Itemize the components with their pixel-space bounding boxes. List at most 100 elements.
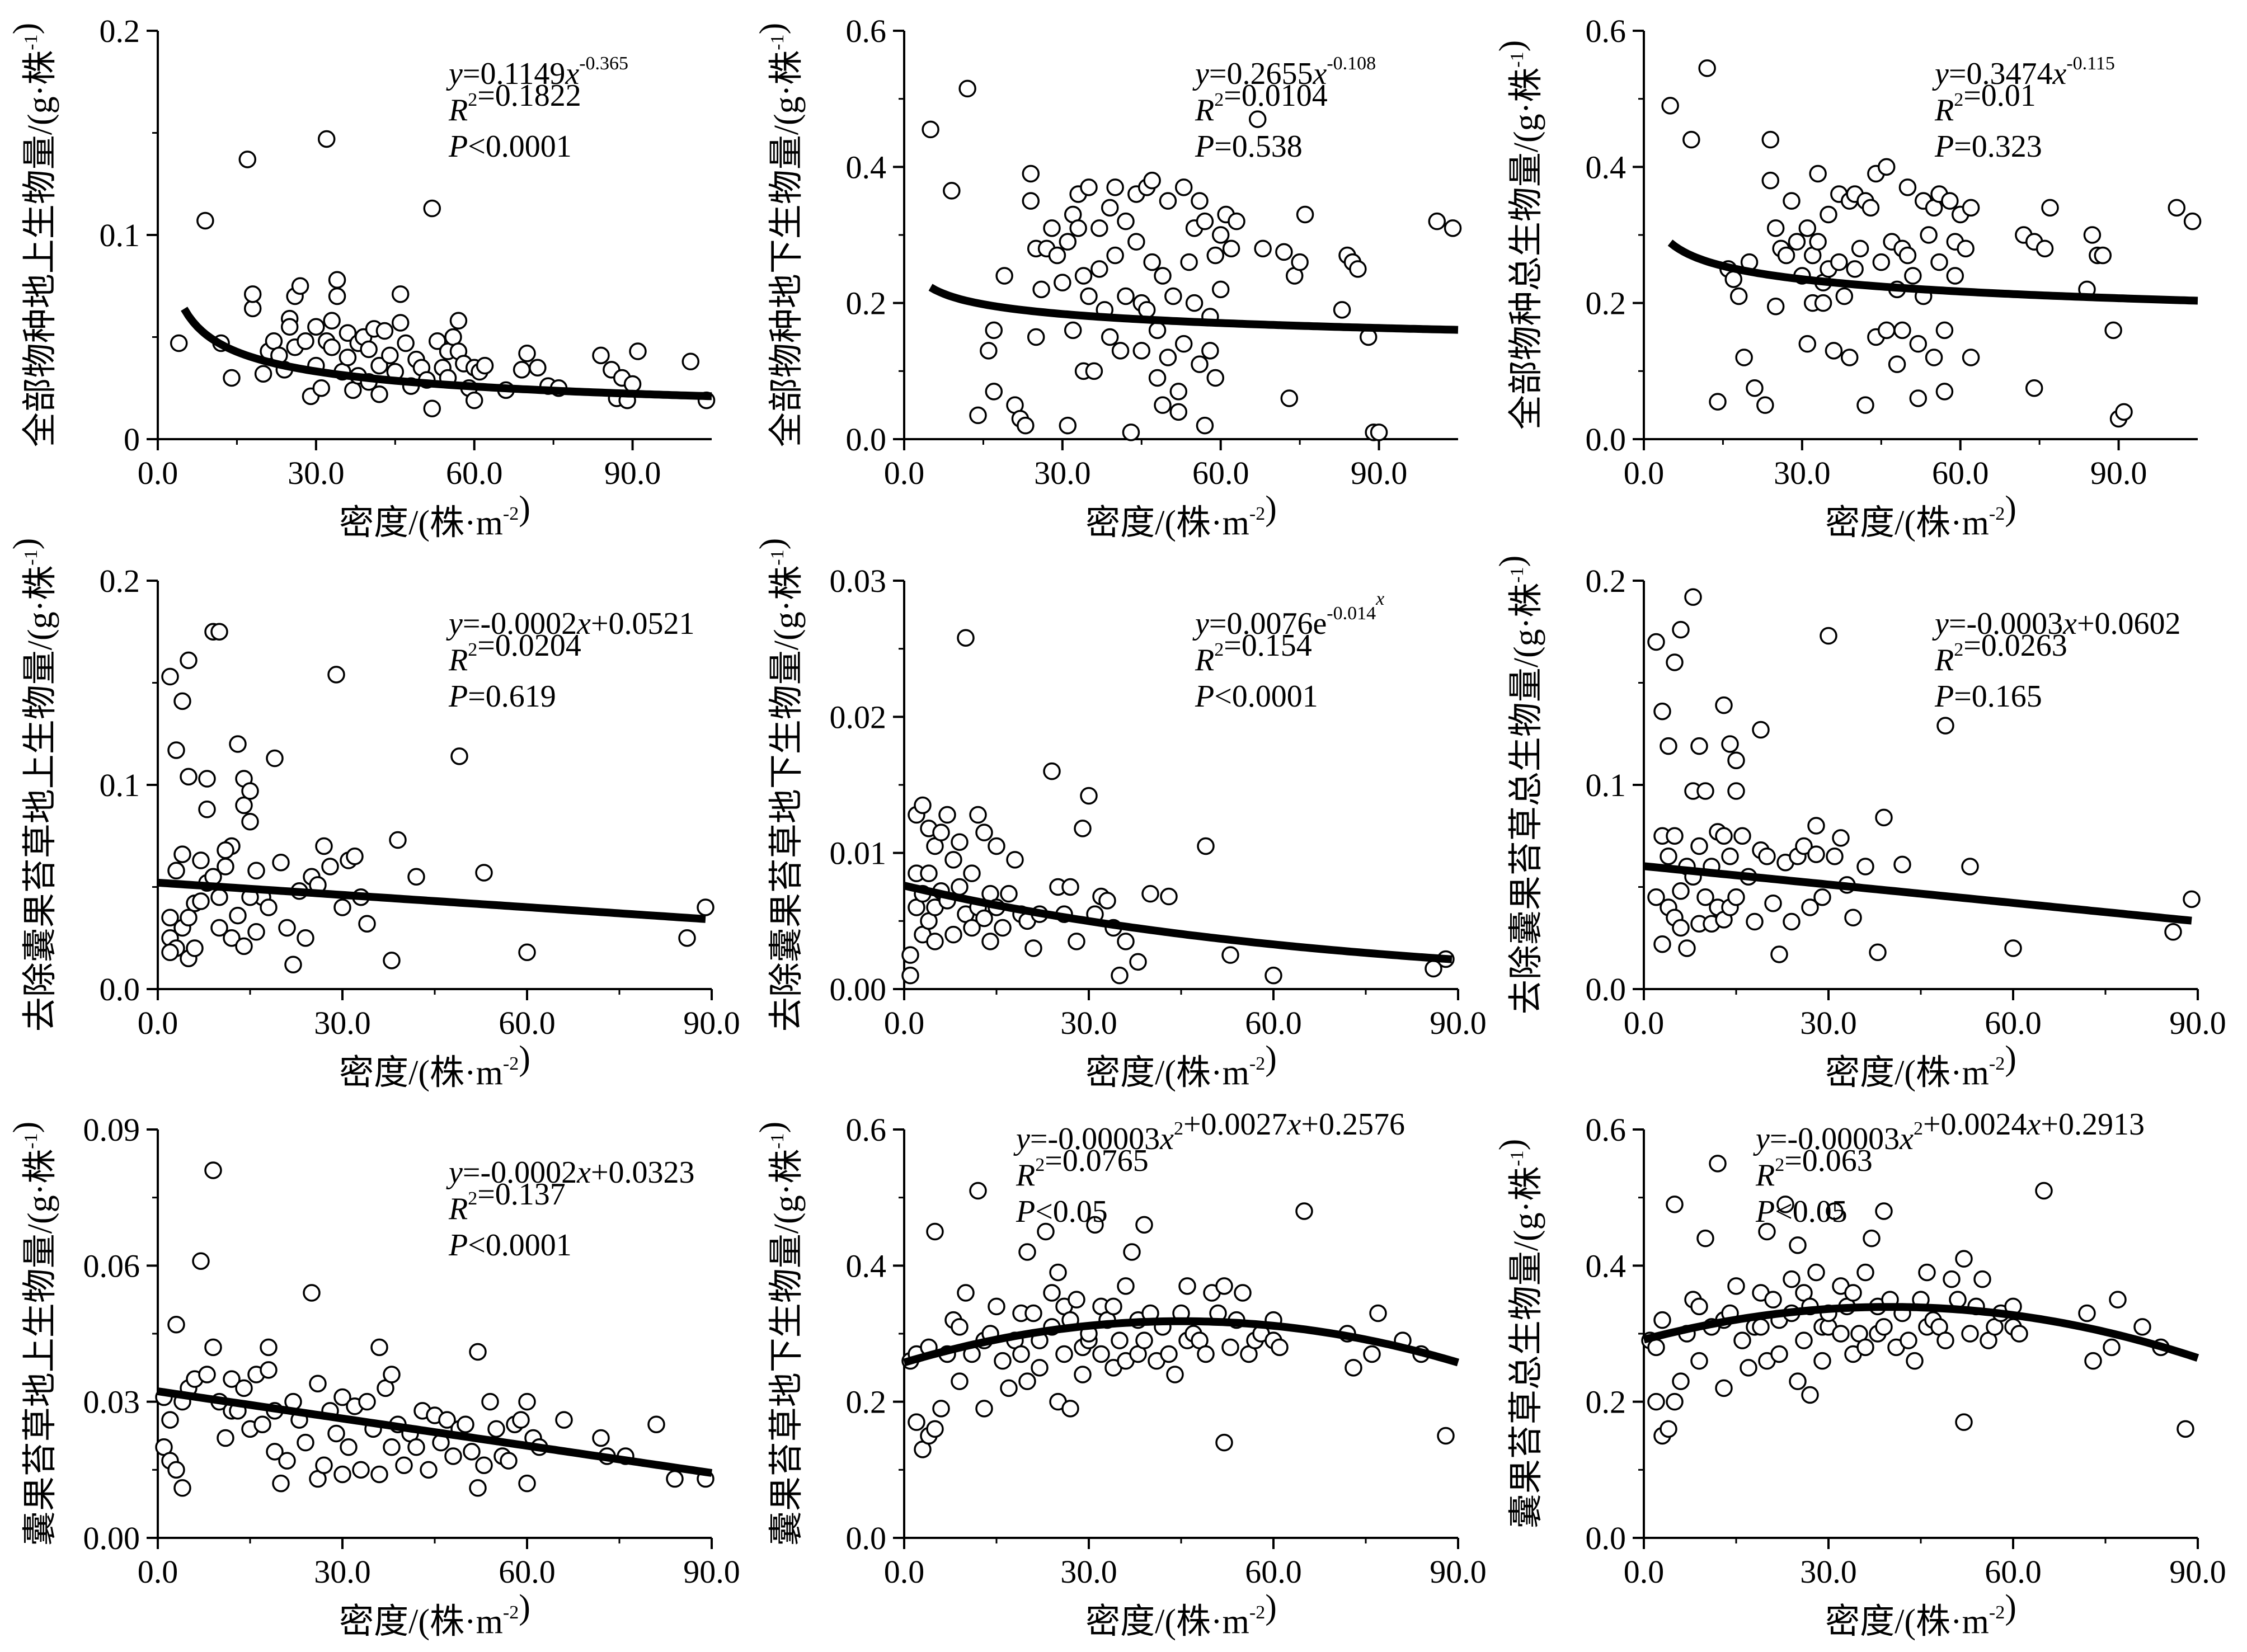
data-point	[623, 375, 642, 393]
data-point	[681, 352, 700, 371]
data-point	[963, 864, 981, 882]
x-tick-label: 0.0	[884, 1005, 925, 1041]
data-point	[901, 966, 919, 985]
data-point	[196, 211, 214, 230]
data-point	[1758, 1222, 1776, 1241]
data-point	[1893, 855, 1911, 874]
data-point	[1840, 349, 1859, 366]
data-point	[1228, 212, 1245, 230]
y-tick-label: 0.00	[830, 971, 887, 1008]
data-point	[1132, 342, 1151, 360]
data-point	[309, 1375, 327, 1392]
data-point	[180, 651, 198, 670]
x-tick-label: 90.0	[683, 1554, 740, 1590]
data-point	[167, 741, 185, 759]
data-point	[994, 919, 1012, 937]
y-tick-label: 0.00	[83, 1520, 140, 1556]
data-point	[1027, 328, 1045, 346]
data-point	[389, 831, 407, 849]
equation-line: y=0.1149x-0.365	[446, 53, 628, 91]
data-point	[475, 864, 493, 882]
data-point	[2084, 1352, 2102, 1370]
data-point	[1085, 362, 1103, 380]
data-point	[1740, 1359, 1757, 1377]
data-point	[1135, 1216, 1153, 1234]
data-point	[1653, 1311, 1671, 1329]
data-point	[1766, 219, 1785, 237]
data-point	[1851, 239, 1869, 258]
data-point	[352, 1461, 370, 1479]
equation-line: P<0.05	[1016, 1194, 1108, 1229]
data-point	[1111, 1331, 1129, 1349]
data-point	[1764, 894, 1782, 912]
data-point	[333, 1465, 351, 1484]
data-point	[1813, 1352, 1831, 1370]
data-point	[198, 770, 216, 788]
data-point	[1444, 219, 1462, 237]
data-point	[1918, 1263, 1936, 1282]
data-point	[370, 356, 388, 375]
data-point	[360, 340, 378, 359]
data-point	[963, 919, 981, 937]
y-tick-label: 0.0	[846, 421, 887, 458]
data-point	[926, 1420, 944, 1438]
data-point	[1080, 178, 1098, 196]
y-axis-title: 囊果苔草总生物量/(g·株-1)	[1493, 1139, 1545, 1529]
data-point	[1215, 1433, 1233, 1452]
data-point	[944, 925, 962, 944]
data-point	[1185, 294, 1204, 312]
data-point	[1943, 1270, 1961, 1288]
data-point	[1789, 1236, 1807, 1254]
data-point	[1920, 226, 1938, 244]
data-point	[1211, 226, 1230, 244]
y-tick-label: 0.2	[846, 285, 887, 322]
y-tick-label: 0.1	[100, 217, 140, 253]
x-tick-label: 90.0	[1430, 1554, 1487, 1590]
data-point	[1111, 342, 1130, 360]
data-point	[920, 864, 938, 882]
data-point	[328, 271, 346, 289]
fit-curve	[157, 1387, 713, 1477]
data-point	[1653, 702, 1671, 721]
x-tick-label: 0.0	[138, 1005, 178, 1041]
data-point	[235, 1379, 253, 1397]
data-point	[297, 332, 314, 350]
data-point	[969, 806, 987, 824]
data-point	[2109, 1291, 2127, 1309]
x-tick-label: 0.0	[1624, 1554, 1665, 1590]
data-point	[253, 1415, 271, 1433]
data-point	[1936, 717, 1954, 735]
x-tick-label: 60.0	[499, 1005, 556, 1041]
data-point	[370, 1465, 388, 1484]
x-tick-label: 0.0	[884, 1554, 925, 1590]
data-point	[1660, 1420, 1677, 1438]
x-tick-label: 0.0	[1624, 1005, 1665, 1041]
data-point	[908, 1413, 925, 1431]
data-point	[1024, 939, 1042, 957]
data-point	[1647, 888, 1665, 906]
data-point	[1844, 909, 1862, 926]
data-point	[1169, 383, 1188, 401]
data-point	[1080, 287, 1098, 305]
data-point	[1776, 1196, 1794, 1213]
data-point	[1835, 287, 1854, 305]
data-point	[1180, 253, 1198, 271]
data-point	[1196, 416, 1214, 435]
x-axis-title: 密度/(株·m-2)	[1825, 1039, 2016, 1092]
data-point	[1017, 416, 1035, 435]
data-point	[1904, 267, 1922, 285]
data-point	[1809, 164, 1827, 183]
equation-line: R2=0.1822	[448, 78, 581, 128]
data-point	[161, 1411, 179, 1429]
data-point	[1696, 888, 1714, 906]
data-point	[1031, 1359, 1049, 1377]
data-point	[1000, 884, 1018, 903]
data-point	[1049, 1263, 1067, 1282]
data-point	[932, 1400, 950, 1418]
data-point	[2168, 199, 2186, 217]
data-point	[1826, 848, 1844, 865]
data-point	[1661, 97, 1679, 115]
panel-h: 0.0 30.0 60.0 90.0 0.0 0.2 0.4 0.6 y=-0.00003x2+…	[753, 1107, 1487, 1641]
data-point	[1221, 1338, 1239, 1357]
